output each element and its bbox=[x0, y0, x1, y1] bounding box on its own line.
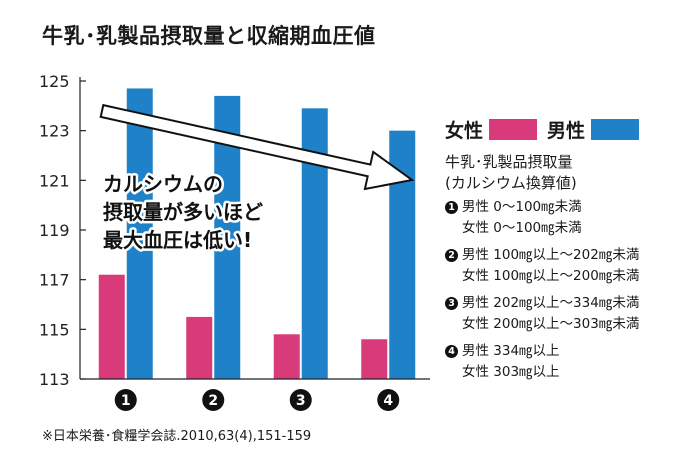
legend-label-female: 女性 bbox=[445, 120, 484, 142]
group-3: 3 男性 202㎎以上～334㎎未満 女性 200㎎以上～303㎎未満 bbox=[445, 293, 697, 335]
group-4: 4 男性 334㎎以上 女性 303㎎以上 bbox=[445, 341, 697, 383]
group-4-female: 女性 303㎎以上 bbox=[462, 364, 560, 380]
source-footnote: ※日本栄養･食糧学会誌.2010,63(4),151-159 bbox=[42, 429, 312, 444]
chart-title: 牛乳･乳製品摂取量と収縮期血圧値 bbox=[42, 24, 376, 48]
annotation-line-3: 最大血圧は低い! bbox=[103, 228, 252, 252]
x-tick-label-2: 2 bbox=[208, 393, 218, 409]
group-number-badge: 1 bbox=[445, 201, 458, 214]
group-1-female: 女性 0～100㎎未満 bbox=[462, 220, 582, 236]
x-tick-label-3: 3 bbox=[296, 393, 306, 409]
group-1-male: 男性 0～100㎎未満 bbox=[462, 199, 582, 215]
x-tick-marker-1 bbox=[114, 389, 137, 411]
legend: 女性 男性 bbox=[445, 116, 649, 143]
annotation-line-2: 摂取量が多いほど bbox=[103, 200, 263, 224]
y-tick-label-115: 115 bbox=[39, 320, 70, 339]
y-tick-label-125: 125 bbox=[39, 72, 70, 91]
legend-swatch-male bbox=[591, 119, 640, 140]
groups-heading-line-2: (カルシウム換算値) bbox=[445, 174, 577, 192]
group-4-male-line: 4 男性 334㎎以上 bbox=[445, 341, 697, 362]
group-number-badge: 4 bbox=[445, 345, 458, 358]
bar-male-1 bbox=[126, 88, 153, 379]
legend-item-female: 女性 bbox=[445, 116, 538, 143]
group-number-badge: 3 bbox=[445, 297, 458, 310]
group-2-male: 男性 100㎎以上～202㎎未満 bbox=[462, 247, 640, 263]
y-tick-label-117: 117 bbox=[39, 271, 70, 290]
group-1: 1 男性 0～100㎎未満 女性 0～100㎎未満 bbox=[445, 197, 697, 239]
legend-swatch-female bbox=[489, 119, 538, 140]
y-tick-label-119: 119 bbox=[39, 221, 70, 240]
group-2-female: 女性 100㎎以上～200㎎未満 bbox=[462, 268, 640, 284]
groups-heading-line-1: 牛乳･乳製品摂取量 bbox=[445, 153, 573, 171]
group-1-male-line: 1 男性 0～100㎎未満 bbox=[445, 197, 697, 218]
group-number-badge: 2 bbox=[445, 249, 458, 262]
bars-layer bbox=[98, 88, 416, 380]
trend-arrow bbox=[99, 103, 415, 191]
y-tick-label-121: 121 bbox=[39, 171, 70, 190]
groups-heading: 牛乳･乳製品摂取量 (カルシウム換算値) bbox=[445, 152, 697, 194]
x-tick-marker-2 bbox=[202, 389, 225, 411]
trend-arrow-shape bbox=[99, 103, 415, 191]
legend-label-male: 男性 bbox=[547, 120, 586, 142]
group-2-male-line: 2 男性 100㎎以上～202㎎未満 bbox=[445, 245, 697, 266]
x-tick-label-1: 1 bbox=[121, 393, 131, 409]
group-4-male: 男性 334㎎以上 bbox=[462, 343, 560, 359]
annotation-line-1: カルシウムの bbox=[103, 172, 223, 196]
y-tick-label-123: 123 bbox=[39, 122, 70, 141]
group-2: 2 男性 100㎎以上～202㎎未満 女性 100㎎以上～200㎎未満 bbox=[445, 245, 697, 287]
x-tick-marker-3 bbox=[289, 389, 312, 411]
group-definitions: 牛乳･乳製品摂取量 (カルシウム換算値) 1 男性 0～100㎎未満 女性 0～… bbox=[445, 152, 697, 389]
x-tick-label-4: 4 bbox=[383, 393, 393, 409]
bar-female-4 bbox=[361, 339, 388, 379]
bar-female-2 bbox=[186, 316, 213, 379]
y-tick-label-113: 113 bbox=[39, 370, 70, 389]
group-3-male-line: 3 男性 202㎎以上～334㎎未満 bbox=[445, 293, 697, 314]
bar-female-1 bbox=[98, 274, 125, 379]
bar-male-3 bbox=[301, 108, 328, 380]
group-3-male: 男性 202㎎以上～334㎎未満 bbox=[462, 295, 640, 311]
group-3-female: 女性 200㎎以上～303㎎未満 bbox=[462, 316, 640, 332]
legend-item-male: 男性 bbox=[547, 116, 640, 143]
x-tick-marker-4 bbox=[377, 389, 400, 411]
bar-female-3 bbox=[273, 334, 300, 379]
